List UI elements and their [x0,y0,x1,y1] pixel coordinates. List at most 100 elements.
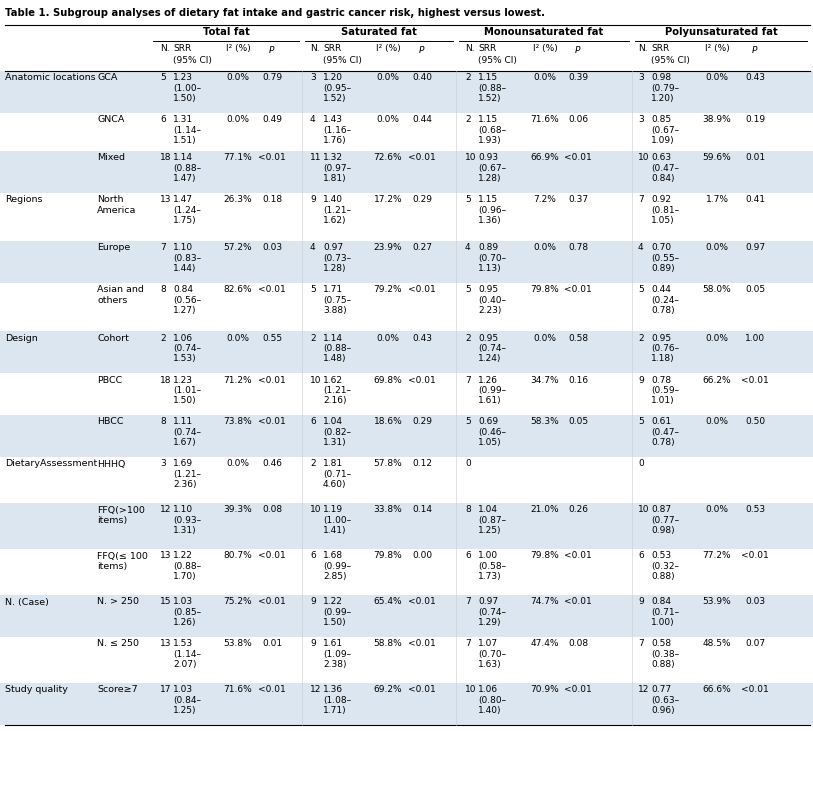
Text: <0.01: <0.01 [564,552,592,560]
Text: <0.01: <0.01 [408,685,436,695]
Text: Mixed: Mixed [97,153,125,163]
Text: 12: 12 [310,685,321,695]
Text: 0.41: 0.41 [745,196,765,204]
Text: N.: N. [160,45,170,53]
Text: 0.40: 0.40 [412,74,432,83]
Text: 0.39: 0.39 [568,74,588,83]
Text: N. (Case): N. (Case) [5,597,49,607]
Text: 0.85
(0.67–
1.09): 0.85 (0.67– 1.09) [651,116,679,145]
Text: HHHQ: HHHQ [97,460,125,468]
Text: <0.01: <0.01 [408,153,436,163]
Text: 1.00
(0.58–
1.73): 1.00 (0.58– 1.73) [478,552,506,582]
Text: 53.8%: 53.8% [224,640,252,648]
Text: 1.00: 1.00 [745,333,765,343]
Text: 1.32
(0.97–
1.81): 1.32 (0.97– 1.81) [323,153,351,183]
Text: SRR
(95% CI): SRR (95% CI) [478,45,517,64]
Text: 58.8%: 58.8% [374,640,402,648]
Text: 21.0%: 21.0% [531,505,559,515]
Text: 5: 5 [465,417,471,427]
Text: 0.03: 0.03 [262,244,282,252]
Text: 5: 5 [160,74,166,83]
Text: 0.43: 0.43 [745,74,765,83]
Text: 10: 10 [310,505,321,515]
Text: 71.6%: 71.6% [224,685,252,695]
Text: 15: 15 [160,597,172,607]
Text: 13: 13 [160,552,172,560]
Bar [0,330,813,373]
Text: $P$: $P$ [751,45,759,56]
Text: 0.95
(0.74–
1.24): 0.95 (0.74– 1.24) [478,333,506,363]
Text: I² (%): I² (%) [533,45,558,53]
Text: 47.4%: 47.4% [531,640,559,648]
Text: Saturated fat: Saturated fat [341,27,417,37]
Text: N.: N. [465,45,475,53]
Text: 4: 4 [310,116,315,124]
Text: 1.61
(1.09–
2.38): 1.61 (1.09– 2.38) [323,640,351,670]
Text: 79.8%: 79.8% [531,552,559,560]
Text: 0.46: 0.46 [262,460,282,468]
Text: 0: 0 [465,460,471,468]
Text: 80.7%: 80.7% [224,552,252,560]
Text: 0.0%: 0.0% [227,74,250,83]
Text: 1.7%: 1.7% [706,196,728,204]
Text: 2: 2 [465,333,471,343]
Text: 12: 12 [638,685,650,695]
Text: 0.78: 0.78 [568,244,588,252]
Text: 8: 8 [160,285,166,295]
Text: DietaryAssessment: DietaryAssessment [5,460,98,468]
Text: 66.9%: 66.9% [531,153,559,163]
Text: <0.01: <0.01 [258,376,286,384]
Text: 1.15
(0.88–
1.52): 1.15 (0.88– 1.52) [478,74,506,103]
Text: 17: 17 [160,685,172,695]
Text: 0.53
(0.32–
0.88): 0.53 (0.32– 0.88) [651,552,679,582]
Text: <0.01: <0.01 [408,597,436,607]
Text: 69.2%: 69.2% [374,685,402,695]
Text: 0.01: 0.01 [262,640,282,648]
Text: 5: 5 [638,285,644,295]
Text: 8: 8 [160,417,166,427]
Text: 6: 6 [160,116,166,124]
Text: 17.2%: 17.2% [374,196,402,204]
Text: 66.6%: 66.6% [702,685,732,695]
Text: 0.0%: 0.0% [227,116,250,124]
Text: 65.4%: 65.4% [374,597,402,607]
Text: 0.0%: 0.0% [533,333,557,343]
Text: 4: 4 [638,244,644,252]
Text: Polyunsaturated fat: Polyunsaturated fat [664,27,777,37]
Text: 2: 2 [638,333,644,343]
Text: 79.2%: 79.2% [374,285,402,295]
Text: 8: 8 [465,505,471,515]
Text: 0.92
(0.81–
1.05): 0.92 (0.81– 1.05) [651,196,679,226]
Text: 18: 18 [160,376,172,384]
Text: 1.36
(1.08–
1.71): 1.36 (1.08– 1.71) [323,685,351,715]
Text: 10: 10 [638,505,650,515]
Text: 7: 7 [638,640,644,648]
Text: 79.8%: 79.8% [374,552,402,560]
Text: 1.47
(1.24–
1.75): 1.47 (1.24– 1.75) [173,196,201,226]
Text: 7: 7 [638,196,644,204]
Text: $P$: $P$ [268,45,276,56]
Text: 3: 3 [310,74,315,83]
Text: 1.69
(1.21–
2.36): 1.69 (1.21– 2.36) [173,460,201,490]
Text: 0.19: 0.19 [745,116,765,124]
Text: 0.84
(0.71–
1.00): 0.84 (0.71– 1.00) [651,597,679,627]
Text: 9: 9 [638,376,644,384]
Text: 0.44: 0.44 [412,116,432,124]
Text: Total fat: Total fat [202,27,250,37]
Text: 0.14: 0.14 [412,505,432,515]
Text: 4: 4 [310,244,315,252]
Text: <0.01: <0.01 [258,552,286,560]
Text: $P$: $P$ [574,45,582,56]
Bar [0,414,813,457]
Text: SRR
(95% CI): SRR (95% CI) [651,45,690,64]
Text: 0.95
(0.76–
1.18): 0.95 (0.76– 1.18) [651,333,679,363]
Text: 3: 3 [638,116,644,124]
Text: 26.3%: 26.3% [224,196,252,204]
Text: 0.63
(0.47–
0.84): 0.63 (0.47– 0.84) [651,153,679,183]
Text: 9: 9 [638,597,644,607]
Text: 1.43
(1.16–
1.76): 1.43 (1.16– 1.76) [323,116,351,145]
Text: 0: 0 [638,460,644,468]
Text: 0.50: 0.50 [745,417,765,427]
Text: 38.9%: 38.9% [702,116,732,124]
Text: 1.04
(0.82–
1.31): 1.04 (0.82– 1.31) [323,417,351,447]
